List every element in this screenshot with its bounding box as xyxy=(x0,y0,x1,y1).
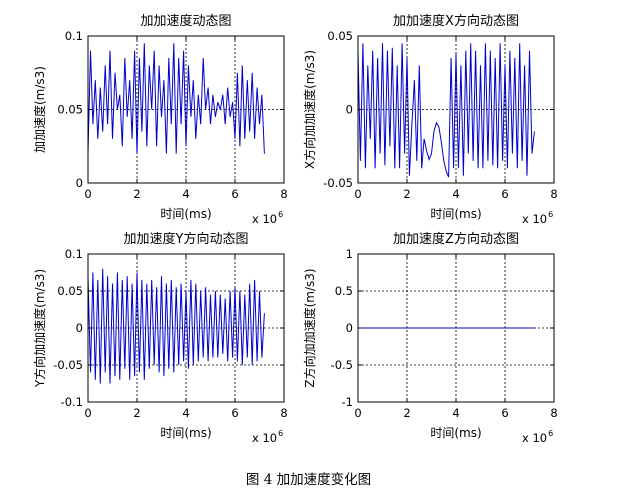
jerk-y-chart-ytick-label-3: 0.05 xyxy=(57,284,83,298)
jerk-y-chart-x-multiplier: x 106 xyxy=(252,429,283,445)
jerk-x-chart-ylabel: X方向加加速度(m/s3) xyxy=(302,50,317,169)
jerk-z-chart-title: 加加速度Z方向动态图 xyxy=(393,231,519,247)
jerk-y-chart-xlabel: 时间(ms) xyxy=(160,426,211,440)
jerk-x-chart-xtick-label-2: 4 xyxy=(452,187,459,201)
jerk-x-chart-x-multiplier: x 106 xyxy=(522,210,553,226)
jerk-x-chart-ytick-label-2: 0.05 xyxy=(327,29,353,43)
jerk-z-chart-xtick-label-1: 2 xyxy=(403,406,410,420)
jerk-x-chart-ytick-label-0: -0.05 xyxy=(323,176,353,190)
jerk-z-chart-xtick-label-0: 0 xyxy=(354,406,361,420)
jerk-x-chart-xtick-label-0: 0 xyxy=(354,187,361,201)
jerk-z-chart-ytick-label-1: -0.5 xyxy=(331,358,353,372)
jerk-chart-xlabel: 时间(ms) xyxy=(160,207,211,221)
jerk-y-chart-xtick-label-3: 6 xyxy=(231,406,238,420)
jerk-x-chart: 0 2 4 6 8-0.0500.05加加速度X方向动态图时间(ms)X方向加加速度(m… xyxy=(302,13,558,226)
jerk-y-chart-xtick-label-2: 4 xyxy=(182,406,189,420)
jerk-y-chart-xtick-label-0: 0 xyxy=(84,406,91,420)
jerk-chart-ytick-label-0: 0 xyxy=(76,176,83,190)
jerk-chart-title: 加加速度动态图 xyxy=(140,13,231,29)
jerk-y-chart-ylabel: Y方向加加速度(m/s3) xyxy=(32,269,47,388)
jerk-chart-x-multiplier: x 106 xyxy=(252,210,283,226)
jerk-x-chart-xtick-label-3: 6 xyxy=(501,187,508,201)
jerk-x-chart-xtick-label-1: 2 xyxy=(403,187,410,201)
jerk-y-chart-ytick-label-4: 0.1 xyxy=(65,247,83,261)
jerk-z-chart-ytick-label-3: 0.5 xyxy=(335,284,353,298)
jerk-chart-ytick-label-2: 0.1 xyxy=(65,29,83,43)
jerk-y-chart-ytick-label-1: -0.05 xyxy=(53,358,83,372)
jerk-z-chart-ytick-label-2: 0 xyxy=(346,321,353,335)
jerk-y-chart-xtick-label-1: 2 xyxy=(133,406,140,420)
jerk-z-chart-ytick-label-4: 1 xyxy=(346,247,353,261)
jerk-y-chart-title: 加加速度Y方向动态图 xyxy=(124,231,249,247)
jerk-chart-xtick-label-0: 0 xyxy=(84,187,91,201)
jerk-chart-ytick-label-1: 0.05 xyxy=(57,103,83,117)
jerk-chart-series-line-0 xyxy=(87,43,265,154)
jerk-z-chart-xtick-label-4: 8 xyxy=(550,406,557,420)
jerk-x-chart-xtick-label-4: 8 xyxy=(550,187,557,201)
jerk-y-chart-series-line-0 xyxy=(87,268,265,384)
jerk-x-chart-title: 加加速度X方向动态图 xyxy=(393,13,519,29)
jerk-z-chart-x-multiplier: x 106 xyxy=(522,429,553,445)
jerk-z-chart-xtick-label-2: 4 xyxy=(452,406,459,420)
jerk-z-chart-ylabel: Z方向加加速度(m/s3) xyxy=(302,268,317,387)
figure-caption: 图 4 加加速度变化图 xyxy=(245,472,372,488)
jerk-z-chart-ytick-label-0: -1 xyxy=(342,395,353,409)
jerk-chart-ylabel: 加加速度(m/s3) xyxy=(32,66,47,153)
jerk-y-chart-ytick-label-2: 0 xyxy=(76,321,83,335)
jerk-y-chart-ytick-label-0: -0.1 xyxy=(61,395,83,409)
jerk-chart-xtick-label-3: 6 xyxy=(231,187,238,201)
jerk-chart-xtick-label-1: 2 xyxy=(133,187,140,201)
jerk-z-chart-xtick-label-3: 6 xyxy=(501,406,508,420)
jerk-chart-xtick-label-2: 4 xyxy=(182,187,189,201)
jerk-y-chart-xtick-label-4: 8 xyxy=(280,406,287,420)
jerk-z-chart-xlabel: 时间(ms) xyxy=(430,426,481,440)
jerk-x-chart-xlabel: 时间(ms) xyxy=(430,207,481,221)
jerk-x-chart-series-line-0 xyxy=(357,43,535,178)
jerk-chart-xtick-label-4: 8 xyxy=(280,187,287,201)
jerk-x-chart-ytick-label-1: 0 xyxy=(346,103,353,117)
